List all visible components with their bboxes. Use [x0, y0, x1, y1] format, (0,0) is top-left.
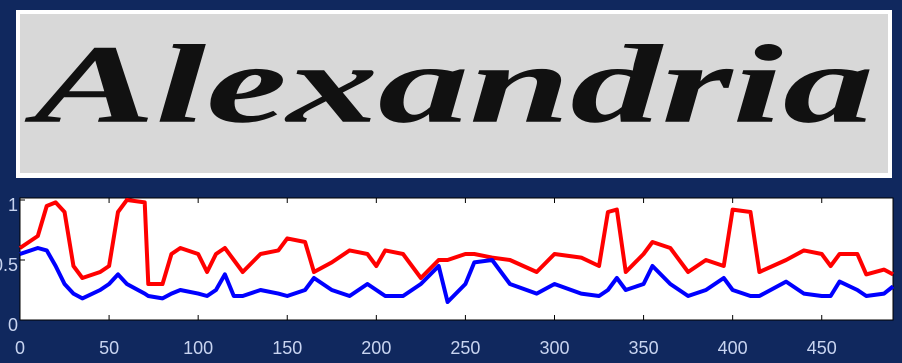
x-tick-label: 50 — [99, 338, 119, 358]
x-tick-label: 0 — [15, 338, 25, 358]
x-tick-label: 100 — [183, 338, 213, 358]
x-tick-label: 250 — [450, 338, 480, 358]
page: {"image": {"word": "Alexandria"}, "chart… — [0, 0, 902, 363]
figure: Alexandria 0 50 100 150 200 250 300 350 400 450 0 0… — [0, 0, 902, 363]
x-tick-label: 400 — [718, 338, 748, 358]
y-tick-label: 0 — [8, 315, 18, 335]
y-tick-label: 1 — [8, 195, 18, 215]
x-tick-label: 450 — [807, 338, 837, 358]
x-tick-label: 350 — [629, 338, 659, 358]
x-tick-label: 150 — [272, 338, 302, 358]
y-tick-label: 0.5 — [0, 255, 18, 275]
x-tick-label: 200 — [361, 338, 391, 358]
x-tick-label: 300 — [539, 338, 569, 358]
handwritten-word: Alexandria — [24, 23, 874, 147]
